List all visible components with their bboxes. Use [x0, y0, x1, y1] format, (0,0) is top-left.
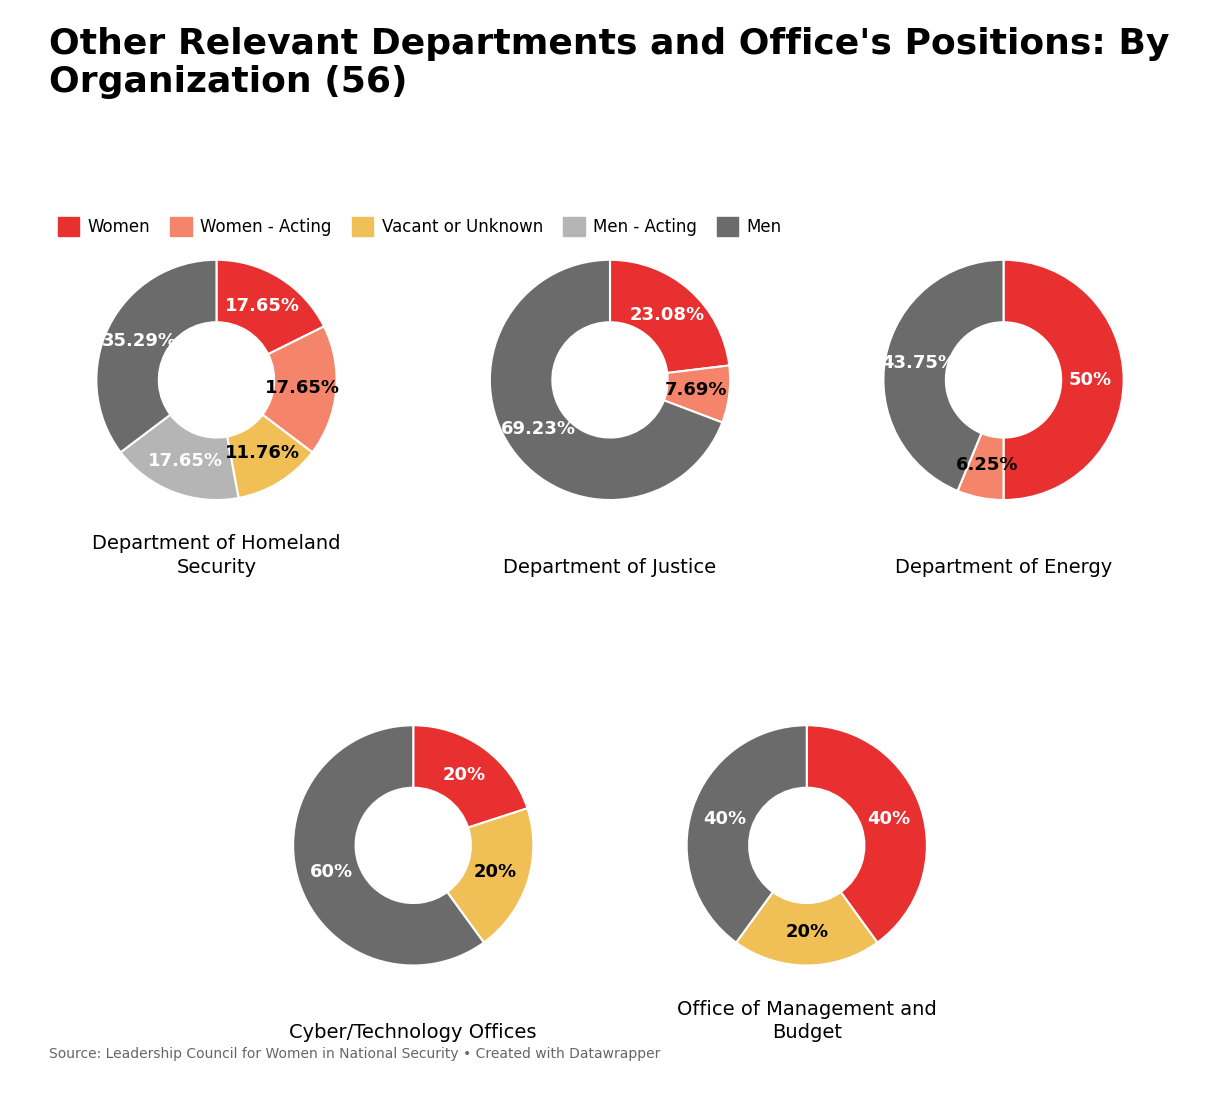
Text: 50%: 50% [1069, 371, 1111, 388]
Wedge shape [736, 892, 877, 966]
Text: 6.25%: 6.25% [955, 456, 1017, 474]
Wedge shape [96, 259, 216, 452]
Text: 43.75%: 43.75% [881, 354, 956, 372]
Wedge shape [414, 725, 527, 827]
Wedge shape [490, 259, 722, 500]
Text: 17.65%: 17.65% [265, 379, 340, 397]
Title: Department of Justice: Department of Justice [504, 558, 716, 577]
Wedge shape [216, 259, 325, 354]
Wedge shape [883, 259, 1004, 491]
Text: 40%: 40% [867, 810, 910, 828]
Text: 40%: 40% [703, 810, 747, 828]
Text: Source: Leadership Council for Women in National Security • Created with Datawra: Source: Leadership Council for Women in … [49, 1047, 660, 1061]
Text: 60%: 60% [310, 863, 353, 881]
Title: Office of Management and
Budget: Office of Management and Budget [677, 1000, 937, 1043]
Wedge shape [293, 725, 484, 966]
Text: 17.65%: 17.65% [148, 452, 223, 469]
Text: 23.08%: 23.08% [630, 306, 705, 324]
Wedge shape [121, 415, 239, 500]
Title: Cyber/Technology Offices: Cyber/Technology Offices [289, 1024, 537, 1043]
Text: 11.76%: 11.76% [224, 444, 299, 463]
Text: 20%: 20% [473, 863, 517, 881]
Wedge shape [958, 433, 1004, 500]
Wedge shape [1004, 259, 1124, 500]
Text: 17.65%: 17.65% [224, 298, 300, 315]
Text: 69.23%: 69.23% [501, 420, 576, 438]
Title: Department of Energy: Department of Energy [895, 558, 1113, 577]
Legend: Women, Women - Acting, Vacant or Unknown, Men - Acting, Men: Women, Women - Acting, Vacant or Unknown… [51, 211, 788, 243]
Wedge shape [227, 415, 312, 498]
Text: Other Relevant Departments and Office's Positions: By
Organization (56): Other Relevant Departments and Office's … [49, 27, 1169, 100]
Wedge shape [262, 326, 337, 452]
Wedge shape [806, 725, 927, 943]
Text: 20%: 20% [443, 767, 486, 784]
Wedge shape [687, 725, 806, 943]
Text: 35.29%: 35.29% [101, 333, 177, 350]
Text: 20%: 20% [786, 923, 828, 941]
Wedge shape [664, 365, 730, 422]
Wedge shape [448, 808, 533, 943]
Wedge shape [610, 259, 730, 373]
Title: Department of Homeland
Security: Department of Homeland Security [93, 535, 340, 577]
Text: 7.69%: 7.69% [665, 382, 727, 399]
